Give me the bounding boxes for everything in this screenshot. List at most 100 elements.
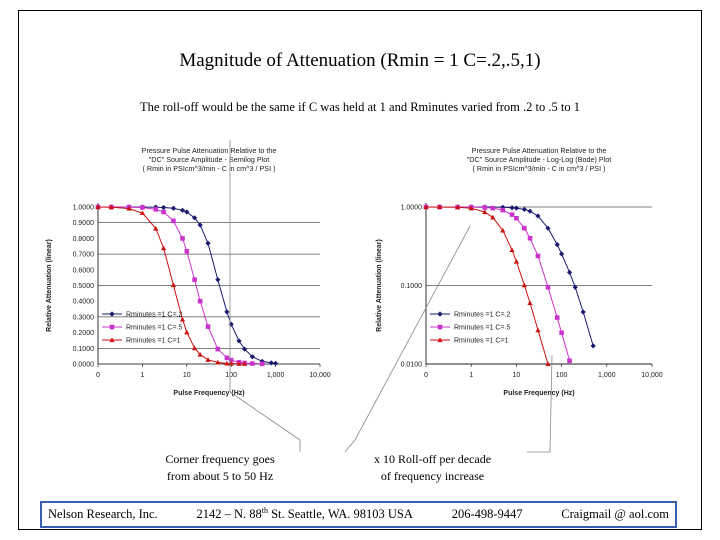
loglog-xtick-5: 10,000: [641, 372, 663, 379]
loglog-title-line-0: Pressure Pulse Attenuation Relative to t…: [472, 146, 607, 155]
semilog-series-0-point-11: [205, 240, 211, 246]
loglog-xtick-0: 0: [424, 372, 428, 379]
loglog-series-1-point-4: [482, 205, 488, 210]
semilog-series-0-point-10: [197, 222, 203, 228]
semilog-series-2-point-12: [215, 359, 221, 365]
semilog-series-0-point-9: [192, 215, 198, 221]
semilog-series-1-point-3: [140, 205, 145, 210]
loglog-xtick-4: 1,000: [598, 372, 616, 379]
loglog-title-line-2: ( Rmin in PSIcm^3/min - C in cm^3 / PSI …: [473, 164, 606, 173]
note-left-line1: Corner frequency goes: [165, 452, 275, 466]
corner-frequency-note: Corner frequency goes from about 5 to 50…: [140, 451, 300, 485]
semilog-xlabel: Pulse Frequency (Hz): [173, 390, 244, 397]
loglog-series-2-point-3: [468, 205, 474, 211]
semilog-ytick-2: 0.2000: [73, 330, 95, 337]
loglog-series-1-point-8: [514, 215, 519, 221]
semilog-ytick-4: 0.4000: [73, 299, 95, 306]
loglog-series-2-point-11: [535, 327, 541, 333]
semilog-series-0-point-19: [268, 360, 274, 366]
loglog-series-2-point-8: [513, 258, 519, 264]
semilog-ylabel: Relative Attenuation (linear): [46, 239, 53, 332]
semilog-ytick-9: 0.9000: [73, 220, 95, 227]
footer-email: Craigmail @ aol.com: [561, 507, 669, 521]
semilog-title-line-0: Pressure Pulse Attenuation Relative to t…: [142, 146, 277, 155]
semilog-series-2-point-1: [108, 204, 114, 210]
semilog-series-0-point-20: [273, 360, 279, 366]
loglog-legend-1-label: Rminutes =1 C=.5: [454, 325, 511, 332]
semilog-series-1-point-8: [184, 248, 190, 254]
loglog-xlabel: Pulse Frequency (Hz): [503, 390, 574, 397]
loglog-legend-0-marker: [437, 311, 443, 317]
footer-phone: 206-498-9447: [451, 507, 523, 521]
footer-bar: Nelson Research, Inc. 2142 – N. 88th St.…: [40, 501, 677, 528]
semilog-series-1-point-10: [197, 298, 203, 304]
loglog-ytick-1: 0.1000: [401, 283, 423, 290]
loglog-series-2-point-7: [509, 247, 515, 252]
loglog-xtick-1: 1: [469, 372, 473, 379]
footer-address-pre: 2142 – N. 88: [196, 507, 262, 522]
loglog-series-0-point-8: [521, 206, 527, 213]
semilog-series-1-point-5: [161, 209, 166, 215]
loglog-series-2-point-5: [490, 214, 496, 220]
semilog-legend-1-marker: [109, 324, 115, 330]
semilog-title-line-1: "DC" Source Amplitude - Semilog Plot: [149, 155, 270, 164]
semilog-xtick-0: 0: [96, 372, 100, 379]
loglog-series-1-point-5: [490, 205, 496, 211]
semilog-legend-0-marker: [109, 311, 115, 317]
loglog-series-2-point-10: [527, 300, 533, 305]
semilog-legend-0-label: Rminutes =1 C=.2: [126, 312, 183, 319]
rolloff-note: x 10 Roll-off per decade of frequency in…: [340, 451, 525, 485]
semilog-ytick-3: 0.3000: [73, 314, 95, 321]
loglog-legend-0-label: Rminutes =1 C=.2: [454, 312, 511, 319]
loglog-legend-2-label: Rminutes =1 C=1: [454, 338, 509, 345]
semilog-series-2-point-11: [205, 357, 211, 362]
semilog-series-1-point-11: [205, 324, 211, 329]
footer-address-post: St. Seattle, WA. 98103 USA: [267, 507, 413, 522]
semilog-series-1-point-6: [171, 218, 176, 224]
footer-address: 2142 – N. 88th St. Seattle, WA. 98103 US…: [196, 506, 412, 522]
semilog-series-2-point-0: [95, 204, 101, 210]
loglog-series-0-point-7: [513, 205, 519, 211]
semilog-series-1-point-7: [180, 236, 185, 241]
semilog-series-1-point-17: [250, 361, 255, 366]
semilog-series-2-point-4: [153, 225, 159, 231]
semilog-series-0-point-5: [160, 204, 167, 211]
semilog-series-2-point-7: [179, 316, 186, 322]
semilog-ytick-7: 0.7000: [73, 252, 95, 259]
loglog-series-2-point-2: [454, 204, 461, 210]
loglog-ytick-0: 0.0100: [401, 362, 423, 369]
footer-company: Nelson Research, Inc.: [48, 507, 158, 521]
semilog-legend-2-marker: [109, 337, 115, 343]
loglog-series-1-point-10: [527, 235, 533, 241]
loglog-series-1-point-13: [554, 315, 560, 320]
loglog-series-0-point-16: [580, 309, 586, 315]
loglog-series-0-point-9: [527, 208, 533, 214]
loglog-series-2-point-4: [482, 209, 488, 215]
slide-title: Magnitude of Attenuation (Rmin = 1 C=.2,…: [179, 50, 541, 71]
semilog-series-2-point-10: [197, 351, 203, 357]
loglog-series-1-point-15: [567, 358, 572, 364]
semilog-series-1-point-18: [259, 361, 265, 367]
semilog-series-1-point-9: [192, 277, 197, 282]
loglog-ytick-2: 1.0000: [401, 205, 423, 212]
loglog-series-0-point-10: [535, 213, 541, 219]
semilog-chart: Pressure Pulse Attenuation Relative to t…: [46, 146, 331, 397]
loglog-chart: Pressure Pulse Attenuation Relative to t…: [376, 146, 663, 397]
loglog-series-2-point-1: [437, 204, 443, 210]
loglog-series-2-point-6: [500, 227, 506, 233]
semilog-series-2-point-5: [160, 245, 167, 251]
semilog-series-0-point-6: [170, 205, 177, 211]
loglog-series-0-point-6: [509, 205, 515, 211]
semilog-series-0-point-13: [224, 309, 230, 315]
semilog-ytick-6: 0.6000: [73, 267, 95, 274]
semilog-xtick-3: 100: [225, 372, 237, 379]
semilog-legend-1-label: Rminutes =1 C=.5: [126, 325, 183, 332]
semilog-series-0-point-7: [179, 207, 186, 213]
loglog-xtick-3: 100: [556, 372, 568, 379]
semilog-xtick-4: 1,000: [267, 372, 285, 379]
semilog-series-2-point-2: [126, 205, 132, 211]
semilog-series-0-point-12: [215, 277, 221, 283]
loglog-title-line-1: "DC" Source Amplitude - Log-Log (Bode) P…: [467, 155, 612, 164]
semilog-ytick-1: 0.1000: [73, 346, 95, 353]
loglog-series-1-point-14: [559, 330, 564, 336]
